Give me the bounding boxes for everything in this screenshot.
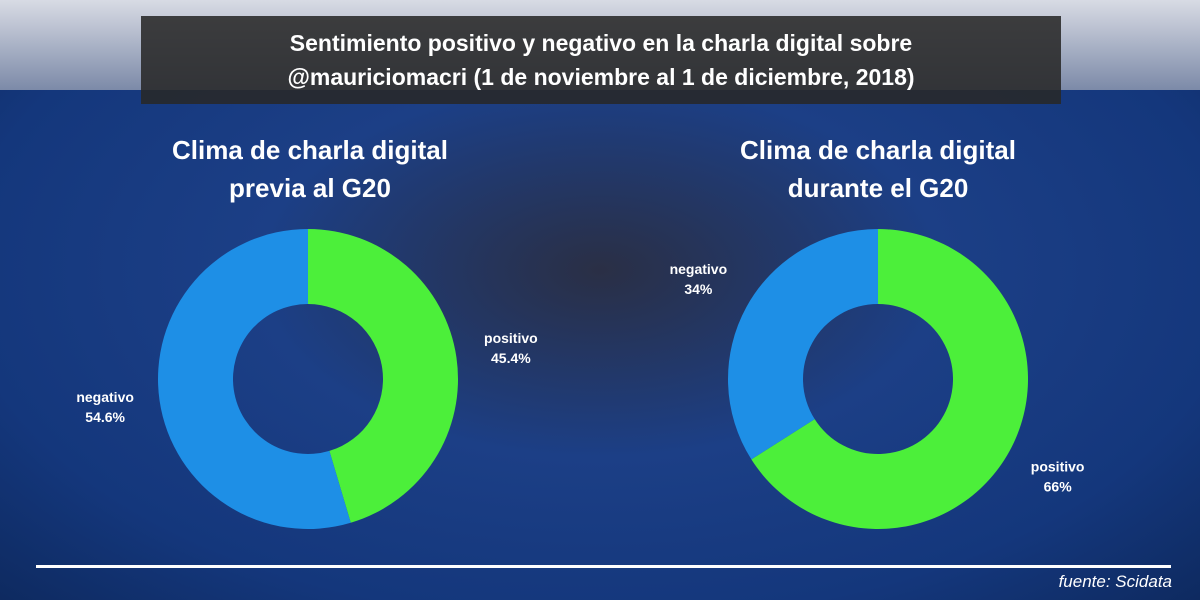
segment-label: negativo <box>76 389 134 405</box>
segment-label: positivo <box>484 330 538 346</box>
donut-segment <box>308 229 458 523</box>
value-label: 66% <box>1044 478 1073 494</box>
chart-title: Clima de charla digital durante el G20 <box>740 135 1016 203</box>
value-label: 54.6% <box>85 409 125 425</box>
donut-segment <box>158 229 351 529</box>
segment-label: negativo <box>670 261 728 277</box>
donut-segment <box>728 229 878 460</box>
title: Sentimiento positivo y negativo en la ch… <box>141 16 1061 104</box>
chart-title: Clima de charla digital previa al G20 <box>172 135 448 203</box>
donut-segment <box>751 229 1028 530</box>
source: fuente: Scidata <box>1058 572 1172 591</box>
divider <box>36 565 1171 568</box>
value-label: 34% <box>684 281 713 297</box>
value-label: 45.4% <box>491 350 531 366</box>
segment-label: positivo <box>1031 458 1085 474</box>
